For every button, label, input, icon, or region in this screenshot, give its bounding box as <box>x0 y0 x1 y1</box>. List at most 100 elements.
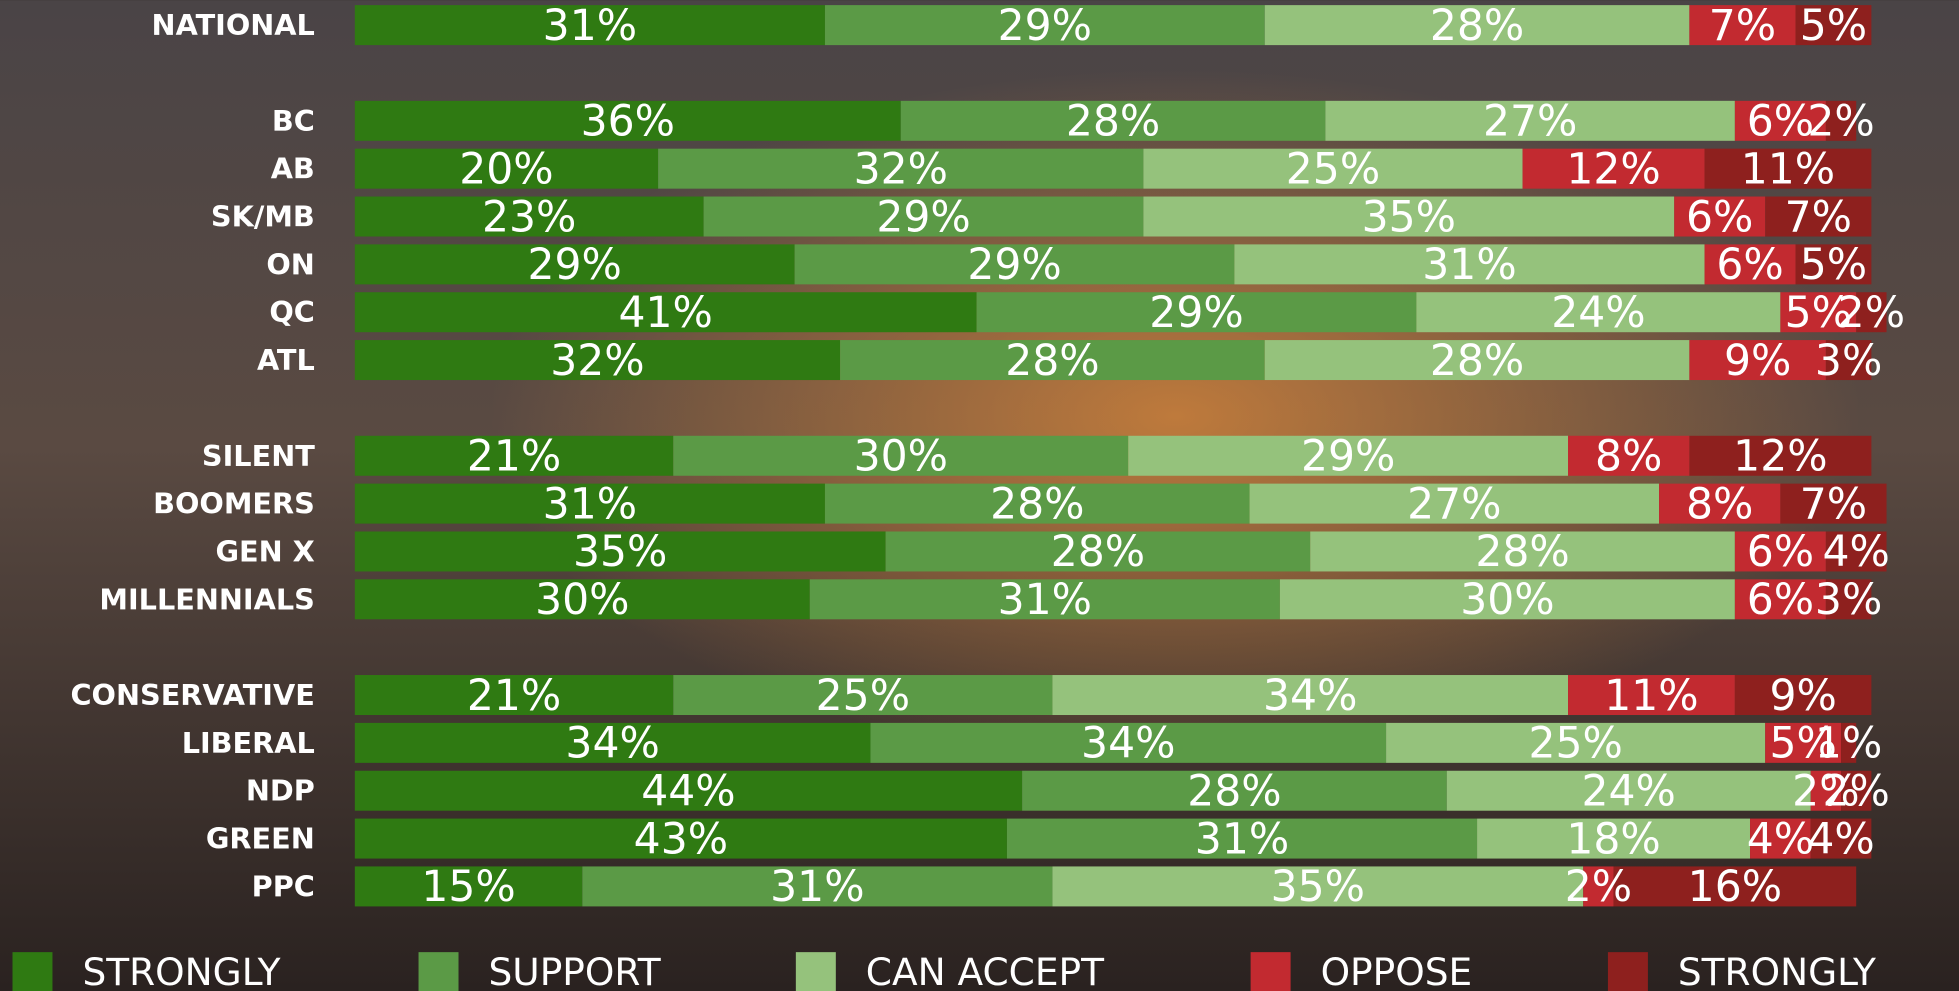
value-label: 8% <box>1595 433 1662 482</box>
legend-label: CAN ACCEPT <box>866 950 1104 991</box>
value-label: 7% <box>1800 480 1867 529</box>
value-label: 4% <box>1807 815 1874 864</box>
value-label: 1% <box>1815 720 1882 769</box>
value-label: 36% <box>581 98 675 147</box>
value-label: 34% <box>1081 720 1175 769</box>
value-label: 28% <box>1066 98 1160 147</box>
value-label: 29% <box>1149 289 1243 338</box>
value-label: 11% <box>1741 145 1835 194</box>
legend-label: STRONGLY <box>82 950 280 991</box>
value-label: 27% <box>1483 98 1577 147</box>
value-label: 30% <box>854 433 948 482</box>
value-label: 31% <box>1422 241 1516 290</box>
category-label: CONSERVATIVE <box>70 678 314 712</box>
value-label: 3% <box>1815 576 1882 625</box>
value-label: 9% <box>1724 337 1791 386</box>
category-label: NATIONAL <box>152 8 315 42</box>
legend-swatch <box>1608 952 1648 991</box>
category-label: AB <box>271 152 315 186</box>
value-label: 2% <box>1823 767 1890 816</box>
value-label: 21% <box>467 433 561 482</box>
value-label: 5% <box>1800 241 1867 290</box>
value-label: 2% <box>1838 289 1905 338</box>
value-label: 18% <box>1566 815 1660 864</box>
category-label: MILLENNIALS <box>99 582 314 616</box>
legend-swatch <box>12 952 52 991</box>
chart: NATIONAL31%29%28%7%5%BC36%28%27%6%2%AB20… <box>0 0 1959 991</box>
category-label: NDP <box>246 774 315 808</box>
value-label: 20% <box>459 145 553 194</box>
value-label: 2% <box>1807 98 1874 147</box>
value-label: 27% <box>1407 480 1501 529</box>
value-label: 28% <box>1187 767 1281 816</box>
value-label: 34% <box>565 720 659 769</box>
value-label: 24% <box>1582 767 1676 816</box>
value-label: 31% <box>770 863 864 912</box>
value-label: 41% <box>619 289 713 338</box>
value-label: 24% <box>1551 289 1645 338</box>
value-label: 6% <box>1747 576 1814 625</box>
value-label: 25% <box>1528 720 1622 769</box>
value-label: 30% <box>1460 576 1554 625</box>
value-label: 32% <box>854 145 948 194</box>
value-label: 12% <box>1733 433 1827 482</box>
legend-label: STRONGLY <box>1678 950 1876 991</box>
value-label: 11% <box>1604 672 1698 721</box>
value-label: 29% <box>876 193 970 242</box>
legend-swatch <box>419 952 459 991</box>
value-label: 6% <box>1686 193 1753 242</box>
value-label: 35% <box>1271 863 1365 912</box>
value-label: 21% <box>467 672 561 721</box>
category-label: SILENT <box>202 439 315 473</box>
legend-swatch <box>1251 952 1291 991</box>
value-label: 31% <box>1195 815 1289 864</box>
value-label: 28% <box>1430 337 1524 386</box>
value-label: 31% <box>998 576 1092 625</box>
value-label: 15% <box>421 863 515 912</box>
value-label: 29% <box>528 241 622 290</box>
category-label: PPC <box>252 869 315 903</box>
value-label: 23% <box>482 193 576 242</box>
value-label: 28% <box>990 480 1084 529</box>
category-label: BOOMERS <box>153 487 315 521</box>
value-label: 28% <box>1051 528 1145 577</box>
category-label: ATL <box>257 343 315 377</box>
category-label: BC <box>272 104 315 138</box>
value-label: 29% <box>1301 433 1395 482</box>
value-label: 5% <box>1800 2 1867 51</box>
legend-label: SUPPORT <box>489 950 661 991</box>
value-label: 7% <box>1785 193 1852 242</box>
value-label: 8% <box>1686 480 1753 529</box>
value-label: 32% <box>550 337 644 386</box>
value-label: 12% <box>1566 145 1660 194</box>
value-label: 3% <box>1815 337 1882 386</box>
value-label: 9% <box>1769 672 1836 721</box>
value-label: 4% <box>1747 815 1814 864</box>
value-label: 4% <box>1823 528 1890 577</box>
category-label: ON <box>266 247 314 281</box>
value-label: 28% <box>1005 337 1099 386</box>
value-label: 28% <box>1430 2 1524 51</box>
value-label: 34% <box>1263 672 1357 721</box>
value-label: 6% <box>1747 98 1814 147</box>
category-label: GEN X <box>215 534 314 568</box>
value-label: 25% <box>1286 145 1380 194</box>
value-label: 6% <box>1716 241 1783 290</box>
value-label: 7% <box>1709 2 1776 51</box>
value-label: 29% <box>967 241 1061 290</box>
value-label: 44% <box>641 767 735 816</box>
value-label: 35% <box>573 528 667 577</box>
value-label: 16% <box>1688 863 1782 912</box>
value-label: 30% <box>535 576 629 625</box>
legend-label: OPPOSE <box>1321 950 1473 991</box>
category-label: SK/MB <box>211 200 315 234</box>
value-label: 31% <box>543 480 637 529</box>
value-label: 28% <box>1475 528 1569 577</box>
legend-swatch <box>796 952 836 991</box>
value-label: 31% <box>543 2 637 51</box>
value-label: 35% <box>1362 193 1456 242</box>
value-label: 25% <box>816 672 910 721</box>
value-label: 6% <box>1747 528 1814 577</box>
category-label: GREEN <box>206 822 315 856</box>
value-label: 2% <box>1565 863 1632 912</box>
